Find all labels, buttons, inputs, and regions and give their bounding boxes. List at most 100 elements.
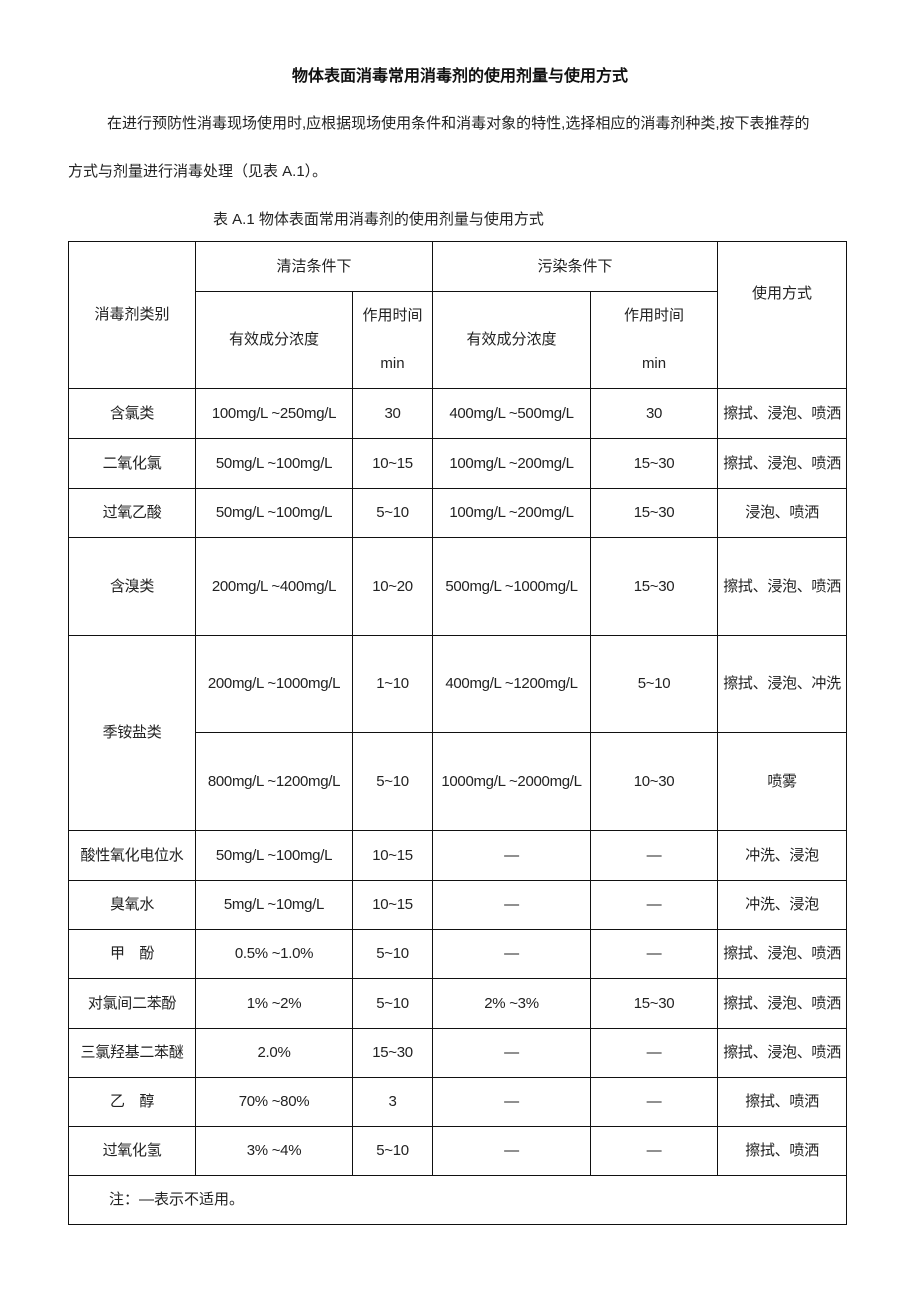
- cell-method: 擦拭、浸泡、冲洗: [717, 635, 848, 733]
- table-row: 酸性氧化电位水 50mg/L ~100mg/L 10~15— — 冲洗、浸泡: [68, 830, 848, 881]
- cell-polluted-concentration: —: [432, 1028, 592, 1078]
- cell-clean-concentration: 2.0%: [195, 1028, 353, 1078]
- cell-polluted-time: —: [590, 1077, 719, 1127]
- table-row: 甲 酚 0.5% ~1.0% 5~10— — 擦拭、浸泡、喷洒: [68, 929, 848, 979]
- cell-clean-concentration: 200mg/L ~1000mg/L: [195, 635, 353, 733]
- cell-method: 擦拭、浸泡、喷洒: [717, 978, 848, 1029]
- cell-polluted-concentration: 1000mg/L ~2000mg/L: [432, 732, 592, 831]
- cell-clean-time: 10~15: [351, 880, 434, 930]
- cell-category: 酸性氧化电位水: [68, 830, 196, 881]
- header-category: 消毒剂类别: [68, 241, 196, 389]
- cell-category: 含氯类: [68, 388, 196, 439]
- table-row: 臭氧水 5mg/L ~10mg/L 10~15— — 冲洗、浸泡: [68, 880, 848, 930]
- cell-polluted-time: 15~30: [590, 537, 719, 636]
- disinfectant-table: 消毒剂类别 清洁条件下 污染条件下 使用方式 有效成分浓度 作用时间 min 有…: [67, 241, 848, 1225]
- cell-clean-concentration: 70% ~80%: [195, 1077, 353, 1127]
- cell-method: 擦拭、浸泡、喷洒: [717, 537, 848, 636]
- cell-clean-concentration: 800mg/L ~1200mg/L: [195, 732, 353, 831]
- cell-polluted-time: —: [590, 929, 719, 979]
- cell-method: 擦拭、喷洒: [717, 1077, 848, 1127]
- cell-clean-concentration: 1% ~2%: [195, 978, 353, 1029]
- cell-method: 冲洗、浸泡: [717, 830, 848, 881]
- cell-category: 甲 酚: [68, 929, 196, 979]
- cell-polluted-concentration: 100mg/L ~200mg/L: [432, 438, 592, 489]
- header-clean-condition: 清洁条件下: [194, 241, 434, 292]
- cell-category: 季铵盐类: [68, 635, 196, 831]
- table-row: 对氯间二苯酚 1% ~2% 5~10 2% ~3% 15~30 擦拭、浸泡、喷洒: [68, 978, 848, 1029]
- note-row: 注：—表示不适用。: [67, 1175, 848, 1225]
- cell-polluted-concentration: —: [432, 880, 592, 930]
- cell-category: 含溴类: [68, 537, 196, 636]
- table-note: 注：—表示不适用。: [67, 1175, 848, 1225]
- intro-paragraph-line-1: 在进行预防性消毒现场使用时,应根据现场使用条件和消毒对象的特性,选择相应的消毒剂…: [107, 115, 810, 132]
- cell-clean-time: 1~10: [351, 635, 434, 733]
- cell-polluted-concentration: —: [432, 1077, 592, 1127]
- cell-clean-time: 10~15: [351, 830, 434, 881]
- cell-polluted-time: 15~30: [590, 978, 719, 1029]
- cell-category: 过氧乙酸: [68, 488, 196, 538]
- table-row: 三氯羟基二苯醚 2.0% 15~30— — 擦拭、浸泡、喷洒: [68, 1028, 848, 1078]
- cell-clean-time: 10~20: [351, 537, 434, 636]
- header-polluted-condition: 污染条件下: [432, 241, 719, 292]
- cell-method: 擦拭、浸泡、喷洒: [717, 929, 848, 979]
- table-row: 800mg/L ~1200mg/L 5~10 1000mg/L ~2000mg/L 1…: [69, 732, 848, 831]
- header-method: 使用方式: [717, 241, 848, 389]
- cell-category: 对氯间二苯酚: [68, 978, 196, 1029]
- cell-method: 擦拭、浸泡、喷洒: [717, 1028, 848, 1078]
- cell-category: 过氧化氢: [68, 1126, 196, 1176]
- table-row: 过氧化氢 3% ~4% 5~10— — 擦拭、喷洒: [68, 1126, 848, 1176]
- cell-method: 冲洗、浸泡: [717, 880, 848, 930]
- cell-clean-time: 30: [351, 388, 434, 439]
- cell-clean-time: 5~10: [351, 929, 434, 979]
- cell-category: 乙 醇: [68, 1077, 196, 1127]
- cell-polluted-concentration: 2% ~3%: [432, 978, 592, 1029]
- cell-method: 擦拭、浸泡、喷洒: [717, 438, 848, 489]
- table-row: 含溴类 200mg/L ~400mg/L 10~20 500mg/L ~1000mg/…: [68, 537, 848, 636]
- cell-clean-concentration: 100mg/L ~250mg/L: [195, 388, 353, 439]
- cell-polluted-time: —: [590, 1028, 719, 1078]
- cell-clean-concentration: 50mg/L ~100mg/L: [195, 438, 353, 489]
- cell-clean-concentration: 0.5% ~1.0%: [195, 929, 353, 979]
- cell-clean-time: 15~30: [351, 1028, 434, 1078]
- cell-polluted-time: 30: [590, 388, 719, 439]
- cell-clean-time: 10~15: [351, 438, 434, 489]
- cell-polluted-concentration: 500mg/L ~1000mg/L: [432, 537, 592, 636]
- cell-polluted-concentration: —: [432, 929, 592, 979]
- cell-polluted-time: —: [590, 1126, 719, 1176]
- cell-category: 臭氧水: [68, 880, 196, 930]
- cell-method: 擦拭、喷洒: [717, 1126, 848, 1176]
- cell-polluted-time: —: [590, 830, 719, 881]
- cell-polluted-concentration: 400mg/L ~500mg/L: [432, 388, 592, 439]
- cell-category: 三氯羟基二苯醚: [68, 1028, 196, 1078]
- cell-polluted-time: 15~30: [590, 438, 719, 489]
- intro-paragraph-line-2: 方式与剂量进行消毒处理（见表 A.1）。: [68, 163, 328, 180]
- cell-clean-concentration: 50mg/L ~100mg/L: [195, 488, 353, 538]
- header-polluted-time: 作用时间 min: [590, 291, 719, 389]
- cell-clean-time: 5~10: [351, 978, 434, 1029]
- header-clean-concentration: 有效成分浓度: [195, 291, 353, 389]
- cell-polluted-time: 15~30: [590, 488, 719, 538]
- table-row: 含氯类 100mg/L ~250mg/L 30 400mg/L ~500mg/L 30 擦…: [68, 388, 848, 439]
- cell-method: 浸泡、喷洒: [717, 488, 848, 538]
- cell-polluted-concentration: —: [432, 830, 592, 881]
- cell-polluted-time: —: [590, 880, 719, 930]
- cell-clean-time: 5~10: [351, 488, 434, 538]
- table-caption: 表 A.1 物体表面常用消毒剂的使用剂量与使用方式: [213, 211, 544, 228]
- cell-clean-time: 5~10: [351, 1126, 434, 1176]
- table-row: 乙 醇 70% ~80% 3— — 擦拭、喷洒: [68, 1077, 848, 1127]
- cell-clean-concentration: 200mg/L ~400mg/L: [195, 537, 353, 636]
- document-title: 物体表面消毒常用消毒剂的使用剂量与使用方式: [291, 68, 628, 85]
- header-row-1: 消毒剂类别 清洁条件下 污染条件下 使用方式: [68, 241, 848, 389]
- header-row-2: 有效成分浓度 作用时间 min 有效成分浓度 作用时间 min: [69, 291, 847, 389]
- table-row: 二氧化氯 50mg/L ~100mg/L 10~15 100mg/L ~200mg/L…: [68, 438, 848, 489]
- cell-clean-concentration: 5mg/L ~10mg/L: [195, 880, 353, 930]
- cell-polluted-concentration: 400mg/L ~1200mg/L: [432, 635, 592, 733]
- cell-category: 二氧化氯: [68, 438, 196, 489]
- cell-polluted-time: 10~30: [590, 732, 719, 831]
- cell-method: 喷雾: [717, 732, 848, 831]
- table-row: 过氧乙酸 50mg/L ~100mg/L 5~10 100mg/L ~200mg/L 1…: [68, 488, 848, 538]
- cell-clean-concentration: 50mg/L ~100mg/L: [195, 830, 353, 881]
- cell-polluted-time: 5~10: [590, 635, 719, 733]
- cell-method: 擦拭、浸泡、喷洒: [717, 388, 848, 439]
- cell-polluted-concentration: 100mg/L ~200mg/L: [432, 488, 592, 538]
